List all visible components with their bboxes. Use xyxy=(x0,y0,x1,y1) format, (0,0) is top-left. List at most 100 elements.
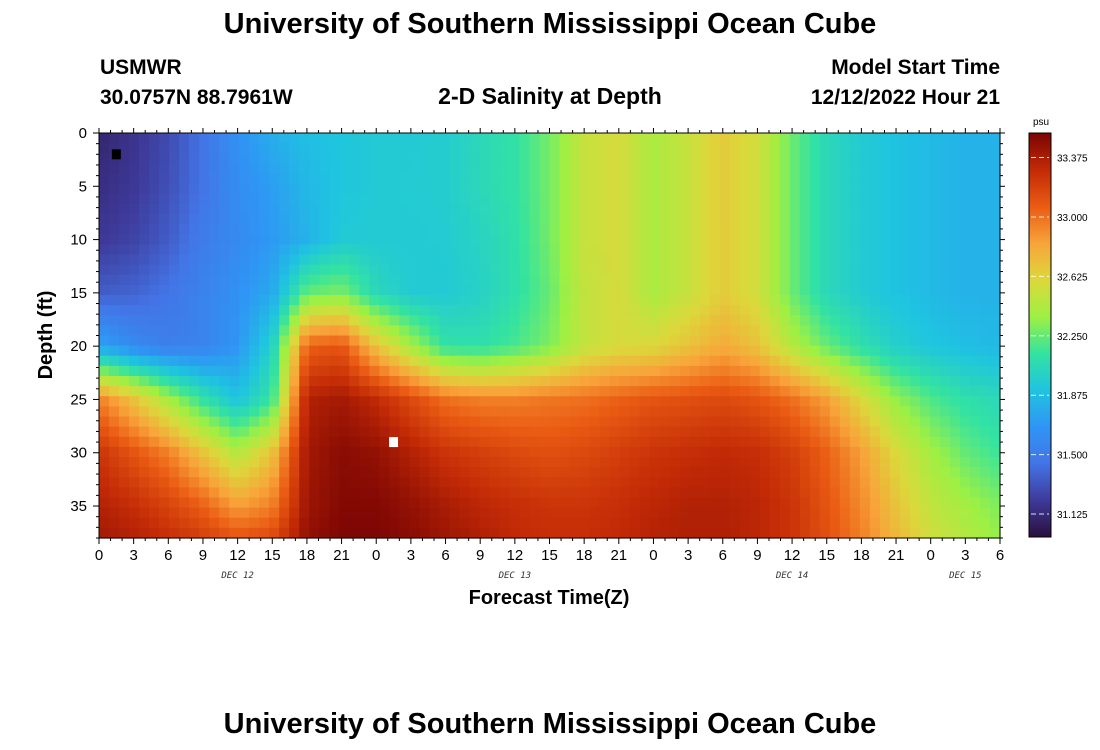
heatmap-cell xyxy=(929,325,941,337)
heatmap-cell xyxy=(989,497,1001,509)
heatmap-cell xyxy=(149,517,160,529)
x-tick-label: 3 xyxy=(684,547,692,564)
heatmap-cell xyxy=(199,517,210,529)
heatmap-cell xyxy=(659,467,671,478)
heatmap-cell xyxy=(269,325,280,337)
heatmap-cell xyxy=(749,487,761,499)
heatmap-cell xyxy=(929,295,941,306)
heatmap-cell xyxy=(939,203,951,215)
heatmap-cell xyxy=(349,224,360,235)
heatmap-cell xyxy=(129,234,140,245)
heatmap-cell xyxy=(719,214,731,225)
heatmap-cell xyxy=(429,365,440,377)
heatmap-cell xyxy=(689,173,701,185)
heatmap-cell xyxy=(409,325,420,337)
heatmap-cell xyxy=(359,193,370,205)
heatmap-cell xyxy=(519,315,531,326)
heatmap-cell xyxy=(279,133,290,144)
heatmap-cell xyxy=(379,517,390,529)
heatmap-cell xyxy=(939,497,951,509)
heatmap-cell xyxy=(349,446,360,458)
heatmap-cell xyxy=(719,446,731,458)
heatmap-cell xyxy=(529,487,541,499)
heatmap-cell xyxy=(119,143,130,154)
heatmap-cell xyxy=(869,477,881,488)
heatmap-cell xyxy=(359,355,370,367)
heatmap-cell xyxy=(109,305,120,316)
heatmap-cell xyxy=(809,153,821,164)
heatmap-cell xyxy=(139,133,150,144)
heatmap-cell xyxy=(249,244,260,256)
heatmap-cell xyxy=(659,203,671,215)
heatmap-cell xyxy=(389,254,400,266)
heatmap-cell xyxy=(989,193,1001,205)
heatmap-cell xyxy=(149,173,160,185)
heatmap-cell xyxy=(859,224,871,235)
heatmap-cell xyxy=(709,193,721,205)
heatmap-cell xyxy=(499,527,511,539)
heatmap-cell xyxy=(329,345,340,357)
heatmap-cell xyxy=(589,163,601,175)
heatmap-cell xyxy=(579,426,591,438)
heatmap-cell xyxy=(749,386,761,397)
heatmap-cell xyxy=(729,183,741,195)
heatmap-cell xyxy=(749,284,761,296)
heatmap-cell xyxy=(819,376,831,387)
heatmap-cell xyxy=(219,224,230,235)
heatmap-cell xyxy=(239,507,250,519)
heatmap-cell xyxy=(289,517,300,529)
heatmap-cell xyxy=(549,527,561,539)
heatmap-cell xyxy=(509,436,521,448)
heatmap-cell xyxy=(209,214,220,225)
heatmap-cell xyxy=(269,214,280,225)
heatmap-cell xyxy=(719,163,731,175)
heatmap-cell xyxy=(419,274,430,286)
heatmap-cell xyxy=(389,224,400,235)
heatmap-cell xyxy=(549,446,561,458)
heatmap-cell xyxy=(669,143,681,154)
heatmap-cell xyxy=(309,203,320,215)
heatmap-cell xyxy=(389,163,400,175)
heatmap-cell xyxy=(249,325,260,337)
heatmap-cell xyxy=(889,517,901,529)
heatmap-cell xyxy=(739,295,751,306)
heatmap-cell xyxy=(869,143,881,154)
heatmap-cell xyxy=(159,203,170,215)
heatmap-cell xyxy=(319,315,330,326)
heatmap-cell xyxy=(659,457,671,468)
heatmap-cell xyxy=(129,193,140,205)
heatmap-cell xyxy=(129,335,140,347)
heatmap-cell xyxy=(549,497,561,509)
heatmap-cell xyxy=(519,416,531,428)
heatmap-cell xyxy=(619,315,631,326)
heatmap-cell xyxy=(289,183,300,195)
heatmap-cell xyxy=(709,315,721,326)
heatmap-cell xyxy=(879,254,891,266)
heatmap-cell xyxy=(439,467,450,478)
heatmap-cell xyxy=(589,457,601,468)
heatmap-cell xyxy=(419,487,430,499)
heatmap-cell xyxy=(809,446,821,458)
heatmap-cell xyxy=(929,224,941,235)
heatmap-cell xyxy=(829,365,841,377)
heatmap-cell xyxy=(859,214,871,225)
heatmap-cell xyxy=(299,203,310,215)
heatmap-cell xyxy=(169,264,180,276)
heatmap-cell xyxy=(549,365,561,377)
heatmap-cell xyxy=(949,406,961,418)
heatmap-cell xyxy=(979,426,991,438)
heatmap-cell xyxy=(419,244,430,256)
heatmap-cell xyxy=(589,133,601,144)
heatmap-cell xyxy=(199,365,210,377)
heatmap-cell xyxy=(179,254,190,266)
heatmap-cell xyxy=(419,254,430,266)
heatmap-cell xyxy=(179,416,190,428)
heatmap-cell xyxy=(529,527,541,539)
heatmap-cell xyxy=(149,416,160,428)
heatmap-cell xyxy=(739,315,751,326)
heatmap-cell xyxy=(579,457,591,468)
heatmap-cell xyxy=(499,426,511,438)
heatmap-cell xyxy=(639,183,651,195)
heatmap-cell xyxy=(719,143,731,154)
heatmap-cell xyxy=(119,446,130,458)
